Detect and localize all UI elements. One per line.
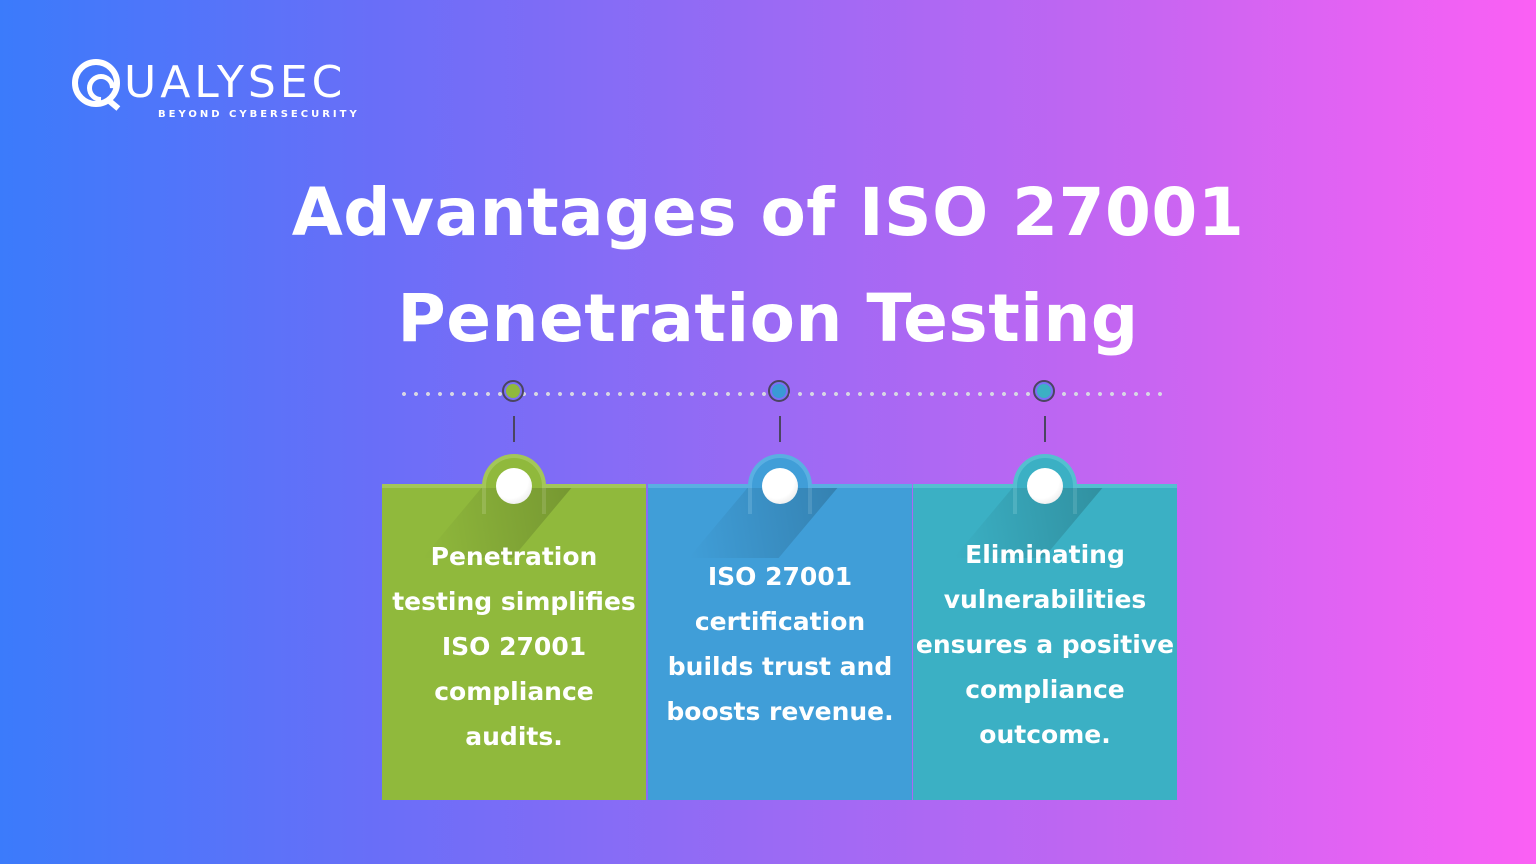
timeline-stem-3	[1044, 416, 1046, 442]
node-dot-icon	[1037, 384, 1051, 398]
timeline-node-2	[768, 380, 790, 402]
pin-icon	[1027, 468, 1063, 504]
page-title: Advantages of ISO 27001 Penetration Test…	[0, 160, 1536, 372]
card-text: Penetration testing simplifies ISO 27001…	[392, 541, 636, 751]
timeline-node-3	[1033, 380, 1055, 402]
pin-icon	[762, 468, 798, 504]
advantage-card-1: Penetration testing simplifies ISO 27001…	[382, 454, 646, 800]
advantage-card-3: Eliminating vulnerabilities ensures a po…	[913, 454, 1177, 800]
timeline-stem-2	[779, 416, 781, 442]
logo-wordmark: UALYSEC	[72, 55, 346, 111]
card-text: ISO 27001 certification builds trust and…	[666, 562, 894, 726]
timeline-stem-1	[513, 416, 515, 442]
qualysec-logo: UALYSEC BEYOND CYBERSECURITY	[72, 55, 382, 125]
title-line-1: Advantages of ISO 27001	[291, 174, 1245, 251]
pin-icon	[496, 468, 532, 504]
timeline	[398, 380, 1168, 442]
title-line-2: Penetration Testing	[397, 280, 1139, 357]
logo-text: UALYSEC	[124, 57, 347, 108]
node-dot-icon	[506, 384, 520, 398]
magnifier-q-icon	[72, 59, 120, 107]
timeline-node-1	[502, 380, 524, 402]
card-text: Eliminating vulnerabilities ensures a po…	[915, 539, 1175, 749]
node-dot-icon	[772, 384, 786, 398]
advantage-card-2: ISO 27001 certification builds trust and…	[648, 454, 912, 800]
logo-tagline: BEYOND CYBERSECURITY	[158, 109, 360, 120]
